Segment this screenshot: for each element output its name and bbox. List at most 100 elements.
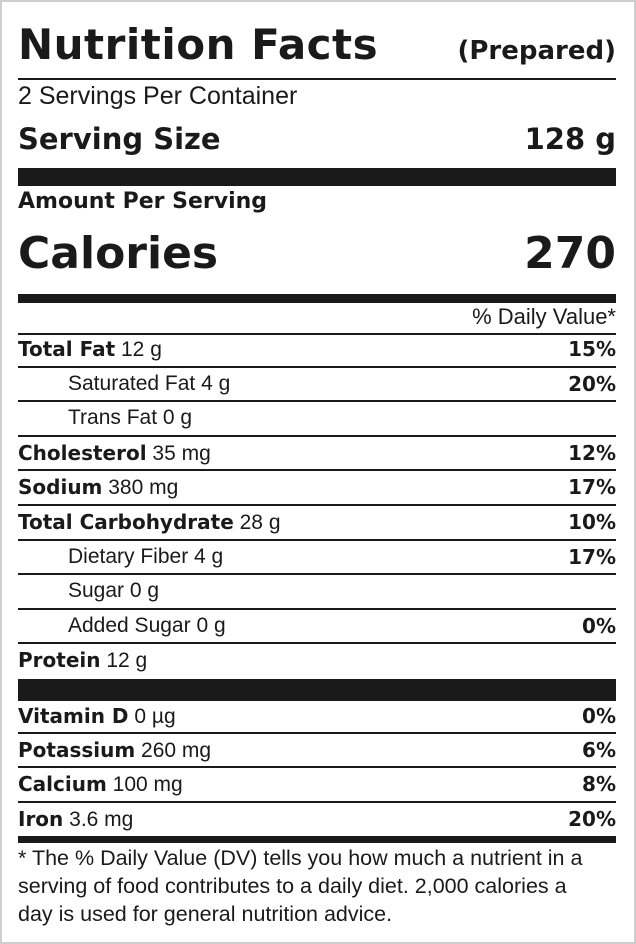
nutrient-name-amount: Added Sugar 0 g: [18, 609, 226, 643]
nutrient-amount: 260 mg: [141, 739, 212, 763]
nutrient-row: Iron 3.6 mg 20%: [18, 802, 616, 836]
nutrient-row: Total Fat 12 g 15%: [18, 332, 616, 366]
nutrient-amount: 35 mg: [152, 441, 211, 465]
nutrient-name: Protein: [18, 648, 101, 673]
nutrient-name-amount: Sodium 380 mg: [18, 470, 178, 504]
nutrient-daily-value: 0%: [582, 613, 616, 638]
nutrient-row: Dietary Fiber 4 g 17%: [18, 540, 616, 574]
nutrient-daily-value: 20%: [568, 806, 616, 831]
nutrient-daily-value: 6%: [582, 738, 616, 763]
nutrient-row: Saturated Fat 4 g 20%: [18, 367, 616, 401]
nutrient-row: Potassium 260 mg 6%: [18, 733, 616, 767]
nutrient-name-amount: Potassium 260 mg: [18, 733, 211, 767]
divider-thin: [18, 333, 616, 335]
nutrient-name: Potassium: [18, 738, 136, 763]
nutrient-daily-value: 20%: [568, 371, 616, 396]
label-body: Nutrition Facts (Prepared) 2 Servings Pe…: [18, 2, 616, 942]
nutrient-name: Total Carbohydrate: [18, 510, 234, 534]
serving-size-label: Serving Size: [18, 122, 221, 156]
row-divider: [18, 607, 616, 610]
servings-per-container: 2 Servings Per Container: [18, 82, 298, 110]
nutrient-row: Total Carbohydrate 28 g 10%: [18, 505, 616, 539]
label-subtitle: (Prepared): [457, 36, 616, 66]
row-divider: [18, 732, 616, 735]
divider-medium: [18, 294, 616, 303]
nutrient-name: Sugar: [68, 579, 125, 603]
nutrient-amount: 12 g: [121, 338, 162, 361]
nutrient-daily-value: 12%: [568, 440, 616, 465]
divider-thin: [18, 78, 616, 80]
nutrient-name: Calcium: [18, 772, 107, 797]
nutrient-amount: 4 g: [201, 371, 231, 395]
row-divider: [18, 800, 616, 803]
nutrient-name: Cholesterol: [18, 440, 147, 465]
nutrient-daily-value: 0%: [582, 704, 616, 728]
nutrient-amount: 3.6 mg: [69, 807, 134, 831]
nutrient-name: Vitamin D: [18, 704, 129, 728]
divider-medium: [18, 836, 616, 843]
nutrient-amount: 28 g: [239, 511, 281, 534]
nutrient-name-amount: Calcium 100 mg: [18, 767, 183, 801]
nutrient-name: Dietary Fiber: [68, 544, 189, 568]
nutrient-row: Sodium 380 mg 17%: [18, 470, 616, 504]
divider-thick: [18, 679, 616, 701]
nutrient-amount: 0 g: [162, 406, 193, 430]
label-header: Nutrition Facts (Prepared): [18, 16, 616, 74]
nutrient-row: Calcium 100 mg 8%: [18, 767, 616, 801]
row-divider: [18, 469, 616, 472]
nutrient-name: Saturated Fat: [68, 371, 196, 395]
row-divider: [18, 573, 616, 576]
nutrient-daily-value: 10%: [568, 510, 616, 534]
nutrient-name: Added Sugar: [68, 613, 191, 637]
nutrient-amount: 0 g: [196, 613, 226, 637]
daily-value-header: % Daily Value*: [472, 304, 616, 329]
nutrient-row: Trans Fat 0 g: [18, 401, 616, 435]
nutrient-row: Cholesterol 35 mg 12%: [18, 436, 616, 470]
nutrient-row: Added Sugar 0 g 0%: [18, 609, 616, 643]
nutrient-row: Sugar 0 g: [18, 574, 616, 608]
nutrient-name-amount: Cholesterol 35 mg: [18, 436, 211, 470]
serving-size-row: Serving Size 128 g: [18, 122, 616, 156]
nutrient-amount: 0 µg: [134, 705, 176, 728]
nutrient-daily-value: 17%: [568, 475, 616, 500]
nutrient-name-amount: Total Fat 12 g: [18, 332, 162, 366]
nutrient-name-amount: Saturated Fat 4 g: [18, 367, 230, 401]
nutrient-name-amount: Total Carbohydrate 28 g: [18, 505, 281, 539]
row-divider: [18, 400, 616, 403]
nutrient-daily-value: 17%: [568, 544, 616, 569]
calories-value: 270: [524, 228, 616, 279]
amount-per-serving: Amount Per Serving: [18, 189, 268, 214]
nutrient-name: Sodium: [18, 475, 103, 500]
label-title: Nutrition Facts: [18, 20, 379, 69]
nutrient-daily-value: 8%: [582, 772, 616, 797]
row-divider: [18, 766, 616, 769]
nutrient-name: Trans Fat: [68, 406, 158, 430]
nutrient-daily-value: 15%: [568, 337, 616, 361]
footnote: * The % Daily Value (DV) tells you how m…: [18, 846, 583, 926]
nutrient-amount: 0 g: [129, 579, 160, 603]
nutrient-row: Vitamin D 0 µg 0%: [18, 699, 616, 733]
calories-label: Calories: [18, 228, 219, 279]
nutrient-amount: 4 g: [194, 544, 224, 568]
calories-row: Calories 270: [18, 228, 616, 279]
row-divider: [18, 434, 616, 437]
row-divider: [18, 504, 616, 506]
divider-thick: [18, 168, 616, 186]
nutrient-name: Iron: [18, 806, 64, 831]
nutrient-amount: 380 mg: [108, 476, 179, 500]
nutrient-amount: 12 g: [106, 649, 148, 673]
nutrient-name-amount: Dietary Fiber 4 g: [18, 540, 223, 574]
row-divider: [18, 538, 616, 541]
nutrient-name-amount: Sugar 0 g: [18, 574, 159, 608]
nutrient-amount: 100 mg: [112, 773, 183, 797]
nutrient-name-amount: Protein 12 g: [18, 643, 147, 677]
nutrient-row: Protein 12 g: [18, 643, 616, 677]
nutrient-name: Total Fat: [18, 337, 116, 361]
row-divider: [18, 365, 616, 368]
nutrient-name-amount: Iron 3.6 mg: [18, 802, 133, 836]
serving-size-value: 128 g: [524, 122, 616, 156]
row-divider: [18, 642, 616, 645]
nutrient-name-amount: Vitamin D 0 µg: [18, 699, 176, 733]
nutrient-name-amount: Trans Fat 0 g: [18, 401, 192, 435]
